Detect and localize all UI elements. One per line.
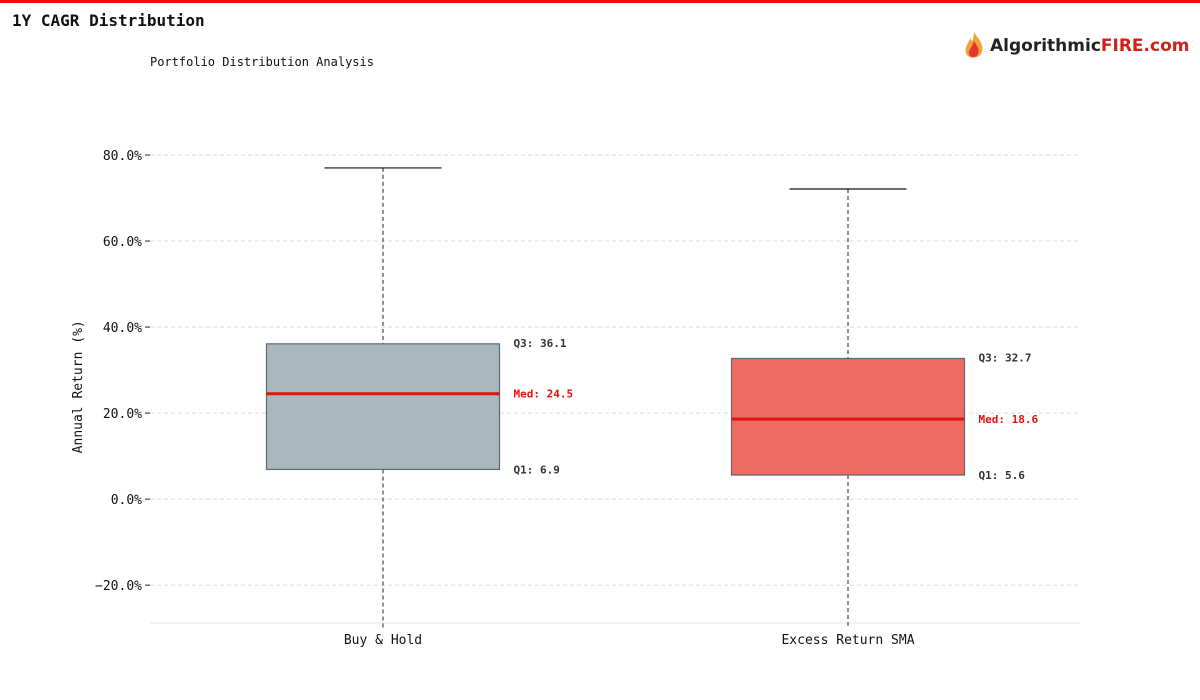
x-tick-label: Buy & Hold (344, 633, 422, 648)
y-tick-label: 20.0% (103, 407, 142, 422)
q3-label: Q3: 32.7 (979, 351, 1032, 364)
y-axis-label: Annual Return (%) (71, 320, 86, 453)
chart-subtitle: Portfolio Distribution Analysis (150, 55, 374, 69)
q3-label: Q3: 36.1 (514, 337, 567, 350)
y-tick-label: 40.0% (103, 321, 142, 336)
flame-icon (965, 32, 983, 58)
logo-text-algorithmic: Algorithmic (990, 36, 1101, 56)
box-0 (265, 343, 501, 471)
median-label: Med: 18.6 (979, 413, 1039, 426)
logo: Algorithmic FIRE.com (962, 31, 1189, 61)
y-tick-label: 80.0% (103, 149, 142, 164)
q1-label: Q1: 6.9 (514, 463, 560, 476)
q1-label: Q1: 5.6 (979, 469, 1026, 482)
y-tick-label: −20.0% (95, 579, 142, 594)
accent-bar (0, 0, 1200, 3)
y-tick-label: 60.0% (103, 235, 142, 250)
page-title: 1Y CAGR Distribution (12, 11, 205, 30)
median-label: Med: 24.5 (514, 388, 574, 401)
y-tick-label: 0.0% (111, 493, 142, 508)
x-tick-label: Excess Return SMA (781, 633, 914, 648)
box-1 (730, 357, 966, 476)
logo-text-fire: FIRE.com (1100, 36, 1190, 56)
